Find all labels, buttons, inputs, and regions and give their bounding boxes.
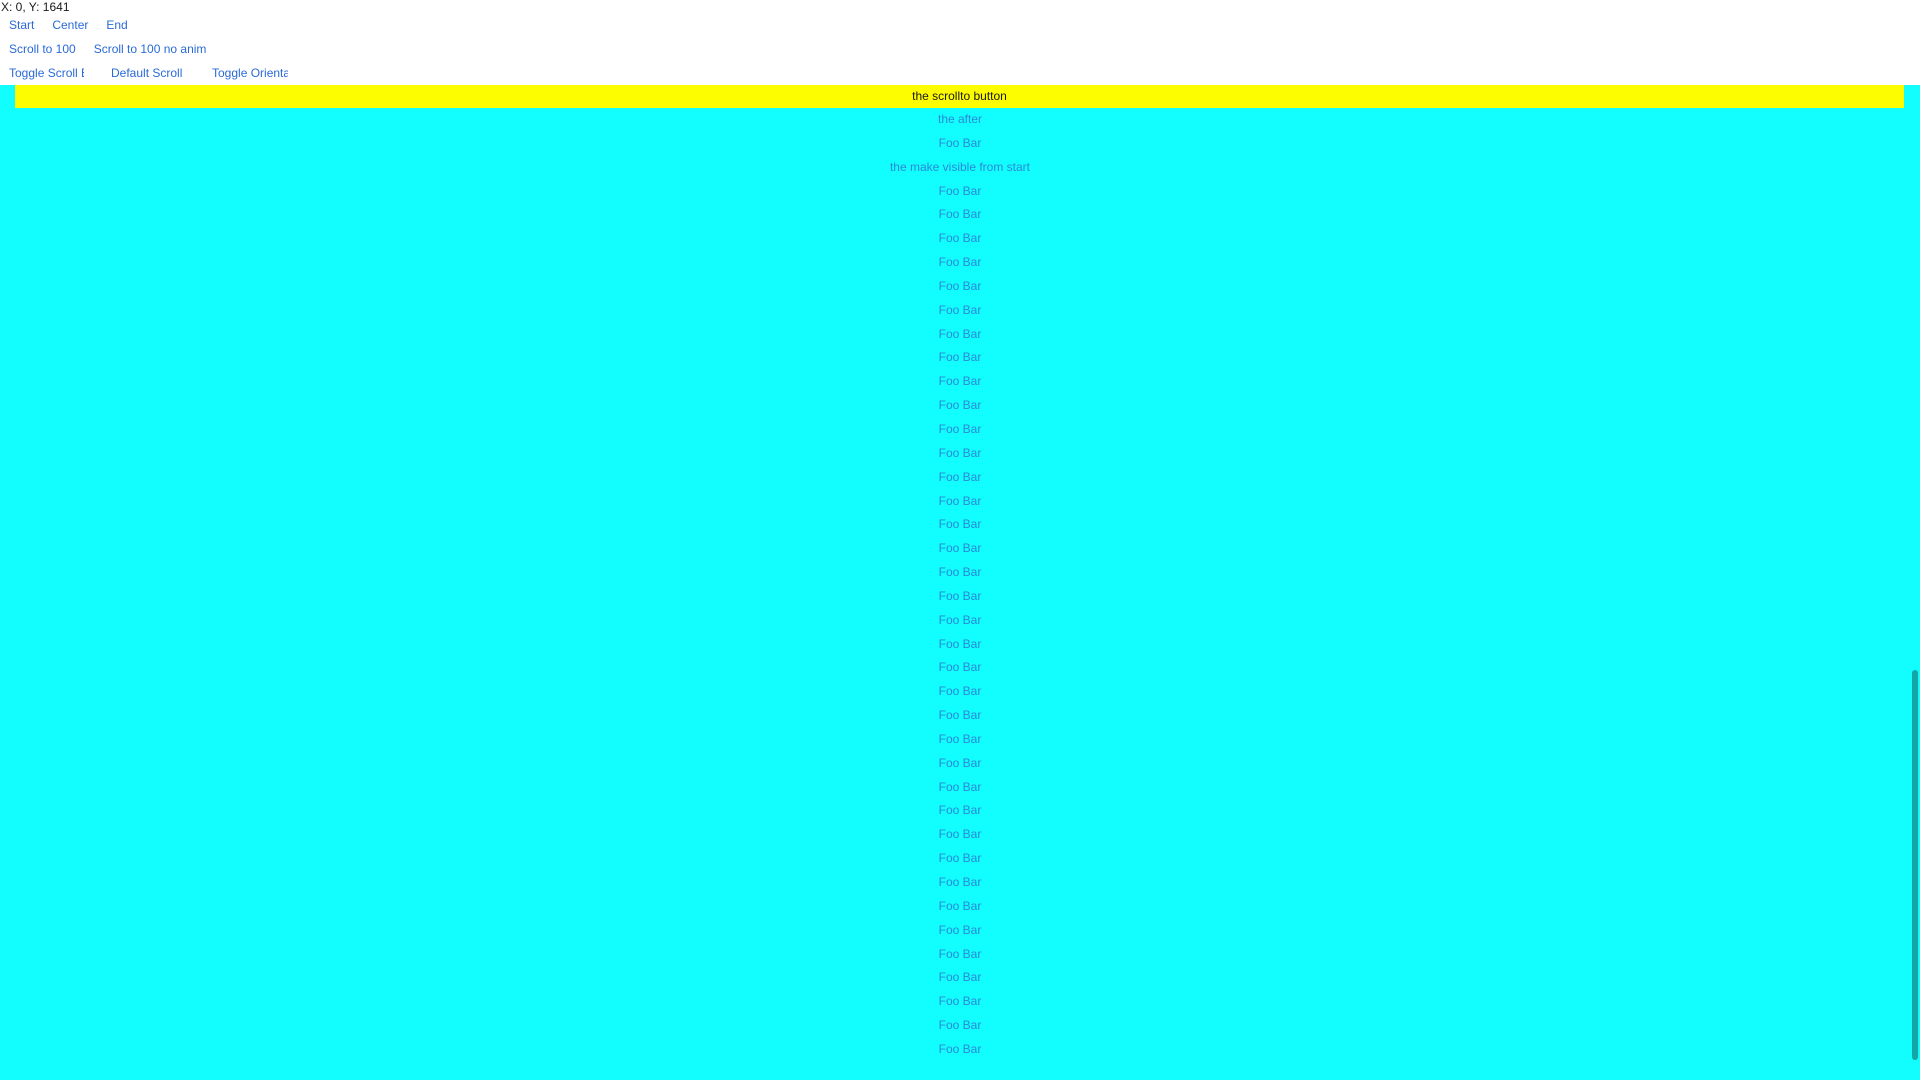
list-item[interactable]: Foo Bar [938,636,982,651]
list-item[interactable]: Foo Bar [938,660,982,675]
list-item[interactable]: Foo Bar [938,803,982,818]
list-item[interactable]: Foo Bar [938,207,982,222]
list-item[interactable]: Foo Bar [938,278,982,293]
list-item[interactable]: Foo Bar [938,755,982,770]
center-button[interactable]: Center [52,18,89,32]
list-item[interactable]: Foo Bar [938,1018,982,1033]
scroll-to-100-no-anim-button[interactable]: Scroll to 100 no anim [93,42,207,56]
list-item[interactable]: Foo Bar [938,517,982,532]
vertical-scrollbar-thumb[interactable] [1912,670,1918,1060]
list-item[interactable]: the make visible from start [889,159,1031,174]
list-item[interactable]: Foo Bar [938,183,982,198]
list-item[interactable]: Foo Bar [938,302,982,317]
list-item[interactable]: Foo Bar [938,946,982,961]
list-item[interactable]: Foo Bar [938,374,982,389]
list-item[interactable]: Foo Bar [938,565,982,580]
toolbar-row-toggles: Toggle Scroll E Default Scroll I Toggle … [0,61,288,85]
toggle-orientation-button[interactable]: Toggle Orienta [212,66,288,80]
list-item[interactable]: Foo Bar [938,588,982,603]
start-button[interactable]: Start [9,18,35,32]
list-item[interactable]: Foo Bar [938,469,982,484]
list-item[interactable]: Foo Bar [938,898,982,913]
list-item[interactable]: Foo Bar [938,350,982,365]
toggle-scroll-button[interactable]: Toggle Scroll E [9,66,84,80]
toolbar-row-scroll-to: Scroll to 100 Scroll to 100 no anim [0,37,215,61]
list-item[interactable]: Foo Bar [938,731,982,746]
scroll-position-readout: X: 0, Y: 1641 [1,0,70,14]
list-item[interactable]: Foo Bar [938,970,982,985]
list-item[interactable]: Foo Bar [938,851,982,866]
list-item[interactable]: Foo Bar [938,779,982,794]
list-item[interactable]: Foo Bar [938,541,982,556]
list-item[interactable]: Foo Bar [938,1041,982,1056]
list-item[interactable]: Foo Bar [938,684,982,699]
list-item[interactable]: Foo Bar [938,994,982,1009]
list-item[interactable]: Foo Bar [938,827,982,842]
list-item[interactable]: Foo Bar [938,493,982,508]
scroll-view[interactable]: the scrollto button the after Foo Bar the … [0,85,1920,1080]
scroll-item-list: the after Foo Bar the make visible from st… [0,108,1920,1062]
list-item[interactable]: Foo Bar [938,326,982,341]
list-item[interactable]: Foo Bar [938,612,982,627]
list-item[interactable]: Foo Bar [938,231,982,246]
scrollto-button[interactable]: the scrollto button [15,85,1904,108]
list-item[interactable]: Foo Bar [938,421,982,436]
default-scroll-button[interactable]: Default Scroll I [111,66,185,80]
toolbar-row-scroll-alignment: Start Center End [0,13,137,37]
list-item[interactable]: Foo Bar [938,445,982,460]
list-item[interactable]: Foo Bar [938,922,982,937]
list-item[interactable]: Foo Bar [938,398,982,413]
list-item[interactable]: Foo Bar [938,875,982,889]
list-item[interactable]: the after [937,112,983,126]
scroll-to-100-button[interactable]: Scroll to 100 [9,42,76,56]
list-item[interactable]: Foo Bar [938,708,982,723]
list-item[interactable]: Foo Bar [938,135,982,150]
end-button[interactable]: End [106,18,128,32]
list-item[interactable]: Foo Bar [938,255,982,270]
